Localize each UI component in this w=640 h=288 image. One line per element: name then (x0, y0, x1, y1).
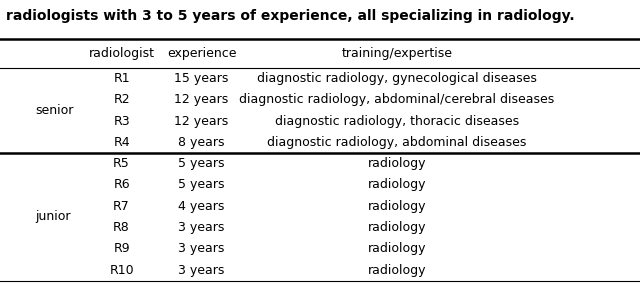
Text: 12 years: 12 years (175, 115, 228, 128)
Text: radiology: radiology (367, 200, 426, 213)
Text: 5 years: 5 years (179, 157, 225, 170)
Text: radiology: radiology (367, 242, 426, 255)
Text: diagnostic radiology, thoracic diseases: diagnostic radiology, thoracic diseases (275, 115, 519, 128)
Text: radiologist: radiologist (88, 47, 155, 60)
Text: R8: R8 (113, 221, 130, 234)
Text: R7: R7 (113, 200, 130, 213)
Text: 3 years: 3 years (179, 242, 225, 255)
Text: R4: R4 (113, 136, 130, 149)
Text: 5 years: 5 years (179, 179, 225, 192)
Text: 4 years: 4 years (179, 200, 225, 213)
Text: diagnostic radiology, gynecological diseases: diagnostic radiology, gynecological dise… (257, 72, 537, 85)
Text: R3: R3 (113, 115, 130, 128)
Text: R5: R5 (113, 157, 130, 170)
Text: R6: R6 (113, 179, 130, 192)
Text: 8 years: 8 years (179, 136, 225, 149)
Text: R10: R10 (109, 264, 134, 277)
Text: radiology: radiology (367, 179, 426, 192)
Text: 15 years: 15 years (175, 72, 228, 85)
Text: R9: R9 (113, 242, 130, 255)
Text: diagnostic radiology, abdominal/cerebral diseases: diagnostic radiology, abdominal/cerebral… (239, 93, 554, 106)
Text: R1: R1 (113, 72, 130, 85)
Text: senior: senior (35, 104, 74, 117)
Text: 3 years: 3 years (179, 221, 225, 234)
Text: radiology: radiology (367, 221, 426, 234)
Text: 3 years: 3 years (179, 264, 225, 277)
Text: training/expertise: training/expertise (341, 47, 452, 60)
Text: experience: experience (167, 47, 236, 60)
Text: radiology: radiology (367, 264, 426, 277)
Text: radiology: radiology (367, 157, 426, 170)
Text: R2: R2 (113, 93, 130, 106)
Text: radiologists with 3 to 5 years of experience, all specializing in radiology.: radiologists with 3 to 5 years of experi… (6, 9, 575, 23)
Text: diagnostic radiology, abdominal diseases: diagnostic radiology, abdominal diseases (267, 136, 527, 149)
Text: junior: junior (35, 211, 70, 223)
Text: 12 years: 12 years (175, 93, 228, 106)
